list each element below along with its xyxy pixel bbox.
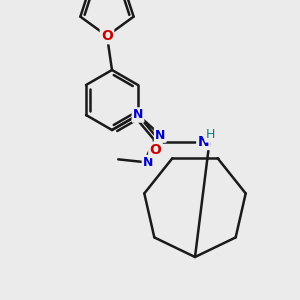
Text: O: O [149,143,161,157]
Text: N: N [133,109,143,122]
Text: N: N [198,135,209,149]
Text: O: O [101,29,113,43]
Text: N: N [155,129,166,142]
Text: N: N [143,156,153,169]
Text: H: H [206,128,215,141]
